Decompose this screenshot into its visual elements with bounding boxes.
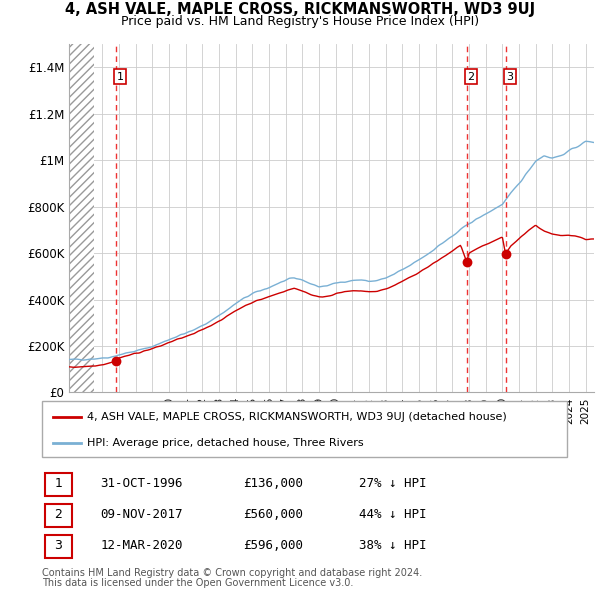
Point (462, 258, 472, 267)
Text: 09-NOV-2017: 09-NOV-2017 (100, 508, 182, 522)
FancyBboxPatch shape (44, 536, 72, 558)
Text: This data is licensed under the Open Government Licence v3.0.: This data is licensed under the Open Gov… (42, 578, 353, 588)
Text: 44% ↓ HPI: 44% ↓ HPI (359, 508, 426, 522)
Point (500, 250, 510, 259)
Text: 38% ↓ HPI: 38% ↓ HPI (359, 539, 426, 552)
Point (112, 356, 121, 366)
Text: 31-OCT-1996: 31-OCT-1996 (100, 477, 182, 490)
Text: £560,000: £560,000 (242, 508, 302, 522)
Text: HPI: Average price, detached house, Three Rivers: HPI: Average price, detached house, Thre… (86, 438, 363, 448)
Text: 4, ASH VALE, MAPLE CROSS, RICKMANSWORTH, WD3 9UJ: 4, ASH VALE, MAPLE CROSS, RICKMANSWORTH,… (65, 2, 535, 17)
Text: 12-MAR-2020: 12-MAR-2020 (100, 539, 182, 552)
FancyBboxPatch shape (42, 401, 567, 457)
FancyBboxPatch shape (44, 473, 72, 496)
Text: 3: 3 (506, 72, 513, 82)
Text: Contains HM Land Registry data © Crown copyright and database right 2024.: Contains HM Land Registry data © Crown c… (42, 568, 422, 578)
Text: £596,000: £596,000 (242, 539, 302, 552)
Text: 27% ↓ HPI: 27% ↓ HPI (359, 477, 426, 490)
Text: 3: 3 (55, 539, 62, 552)
Text: Price paid vs. HM Land Registry's House Price Index (HPI): Price paid vs. HM Land Registry's House … (121, 15, 479, 28)
Text: 1: 1 (55, 477, 62, 490)
Text: 2: 2 (467, 72, 475, 82)
FancyBboxPatch shape (44, 504, 72, 527)
Text: 2: 2 (55, 508, 62, 522)
Text: 4, ASH VALE, MAPLE CROSS, RICKMANSWORTH, WD3 9UJ (detached house): 4, ASH VALE, MAPLE CROSS, RICKMANSWORTH,… (86, 412, 506, 422)
Text: £136,000: £136,000 (242, 477, 302, 490)
Bar (69, 44, 94, 392)
Text: 1: 1 (117, 72, 124, 82)
